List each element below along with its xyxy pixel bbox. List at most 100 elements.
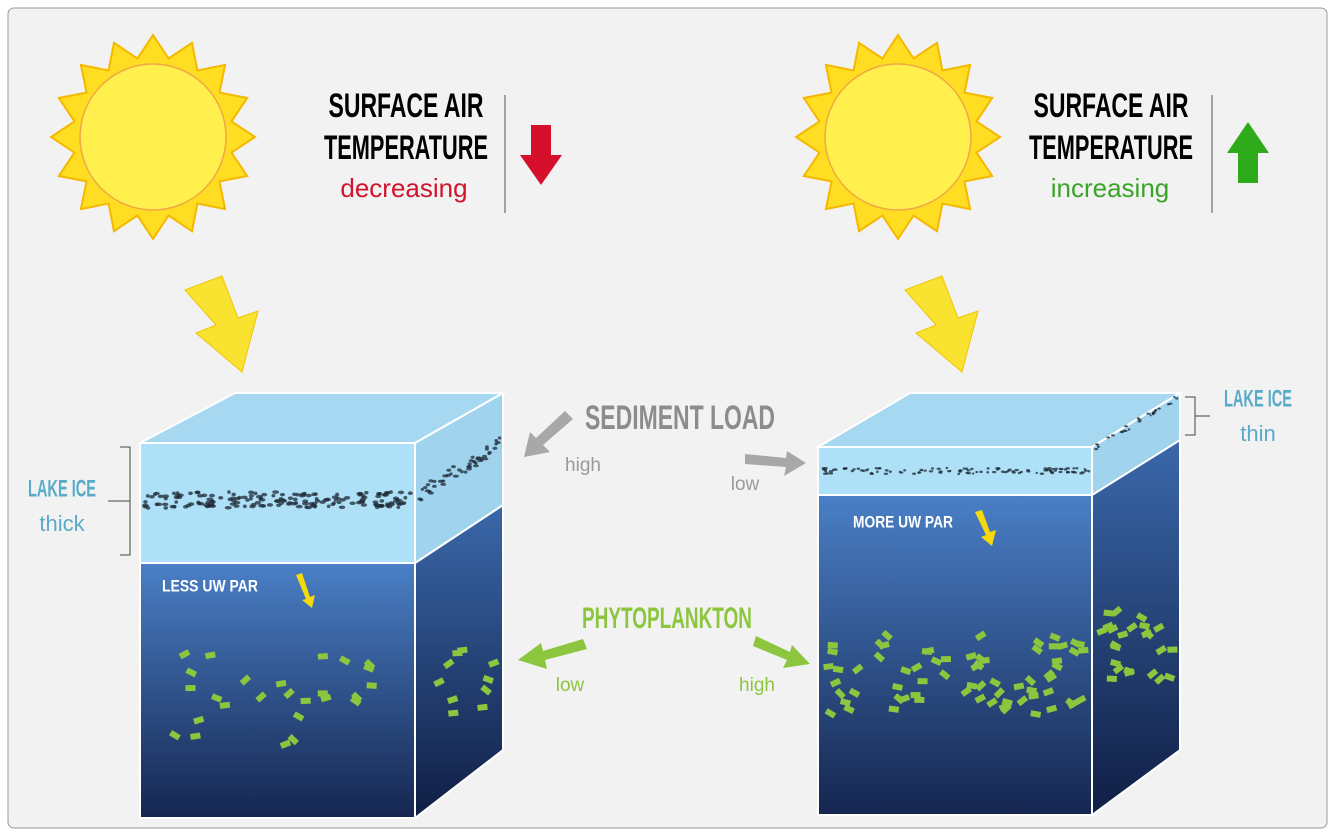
phyto-left: low	[556, 675, 585, 696]
sediment	[445, 473, 451, 477]
sediment	[331, 495, 339, 499]
sediment	[145, 494, 150, 498]
lake-ice-label: LAKE ICE	[28, 475, 96, 502]
sediment	[1079, 472, 1084, 475]
sediment	[898, 470, 902, 474]
phytoplankton	[966, 681, 978, 690]
phytoplankton	[1045, 704, 1058, 714]
phytoplankton	[1140, 629, 1153, 639]
sediment	[468, 459, 474, 463]
sediment	[467, 465, 471, 469]
sediment	[302, 491, 307, 496]
sediment	[484, 447, 489, 451]
phytoplankton	[452, 649, 463, 657]
sediment	[828, 470, 834, 473]
sediment	[470, 455, 475, 459]
phytoplankton	[1000, 703, 1012, 715]
sediment	[866, 468, 870, 471]
phytoplankton	[910, 662, 923, 673]
sediment	[966, 471, 972, 475]
phytoplankton	[824, 708, 837, 719]
phytoplankton	[1031, 644, 1043, 655]
phytoplankton	[363, 663, 375, 673]
phytoplankton	[975, 680, 987, 692]
phytoplankton	[1102, 621, 1115, 632]
sediment	[440, 482, 447, 486]
sediment	[912, 472, 917, 475]
phytoplankton	[1074, 694, 1087, 705]
phyto-arrow	[518, 639, 587, 669]
sediment	[397, 490, 405, 495]
sediment	[272, 490, 280, 494]
sediment	[986, 467, 990, 470]
phytoplankton	[169, 730, 181, 741]
sediment	[903, 469, 907, 472]
sediment	[258, 496, 264, 501]
sediment	[1035, 471, 1039, 475]
phytoplankton	[1152, 622, 1165, 633]
sediment	[1149, 414, 1152, 417]
sediment	[202, 503, 210, 507]
phytoplankton	[839, 698, 852, 707]
phytoplankton	[993, 687, 1005, 699]
sediment	[385, 503, 390, 508]
phytoplankton	[1103, 609, 1114, 617]
sediment	[494, 438, 499, 443]
lake-ice-thickness: thin	[1240, 421, 1275, 446]
phytoplankton	[1013, 682, 1025, 691]
sediment	[339, 498, 346, 502]
sediment	[174, 500, 179, 504]
sediment	[991, 470, 997, 474]
sediment	[242, 504, 247, 509]
sediment	[947, 469, 951, 473]
phytoplankton	[940, 655, 952, 663]
sediment	[862, 469, 866, 473]
phytoplankton	[1126, 622, 1138, 633]
sediment	[254, 500, 262, 505]
phytoplankton	[1110, 605, 1123, 617]
phytoplankton	[873, 651, 886, 663]
phytoplankton	[363, 658, 376, 671]
par-label: LESS UW PAR	[162, 576, 258, 595]
sediment	[344, 495, 351, 500]
phytoplankton	[300, 697, 311, 705]
sediment	[279, 492, 285, 497]
phytoplankton	[320, 693, 332, 703]
sediment	[407, 491, 413, 496]
par-arrow	[975, 510, 996, 546]
sediment	[487, 451, 491, 456]
phytoplankton	[1056, 641, 1069, 650]
sediment	[1173, 395, 1176, 399]
sediment	[335, 492, 340, 497]
phytoplankton	[1154, 673, 1166, 685]
phytoplankton	[185, 685, 196, 692]
sediment	[437, 479, 444, 483]
sediment	[869, 472, 875, 476]
sediment	[850, 469, 855, 473]
sediment	[923, 469, 927, 472]
sediment	[143, 500, 148, 504]
sediment	[274, 499, 281, 503]
sediment	[1053, 469, 1057, 472]
sediment	[995, 466, 1001, 470]
phytoplankton	[827, 641, 839, 649]
phytoplankton	[338, 655, 351, 666]
sediment	[314, 497, 319, 501]
sediment	[986, 471, 990, 474]
phytoplankton	[881, 629, 893, 641]
phytoplankton	[1155, 645, 1168, 656]
phyto-right: high	[739, 675, 775, 696]
sediment	[248, 490, 255, 495]
sediment	[962, 467, 966, 470]
sediment	[467, 462, 472, 466]
phytoplankton	[892, 683, 903, 691]
phytoplankton	[1024, 674, 1037, 687]
sediment	[1070, 470, 1076, 474]
sediment	[957, 472, 961, 476]
phytoplankton	[960, 686, 973, 697]
phytoplankton	[1048, 643, 1059, 650]
sediment	[1151, 413, 1155, 416]
phytoplankton	[910, 691, 921, 699]
sediment	[478, 456, 484, 460]
sediment	[285, 502, 292, 506]
